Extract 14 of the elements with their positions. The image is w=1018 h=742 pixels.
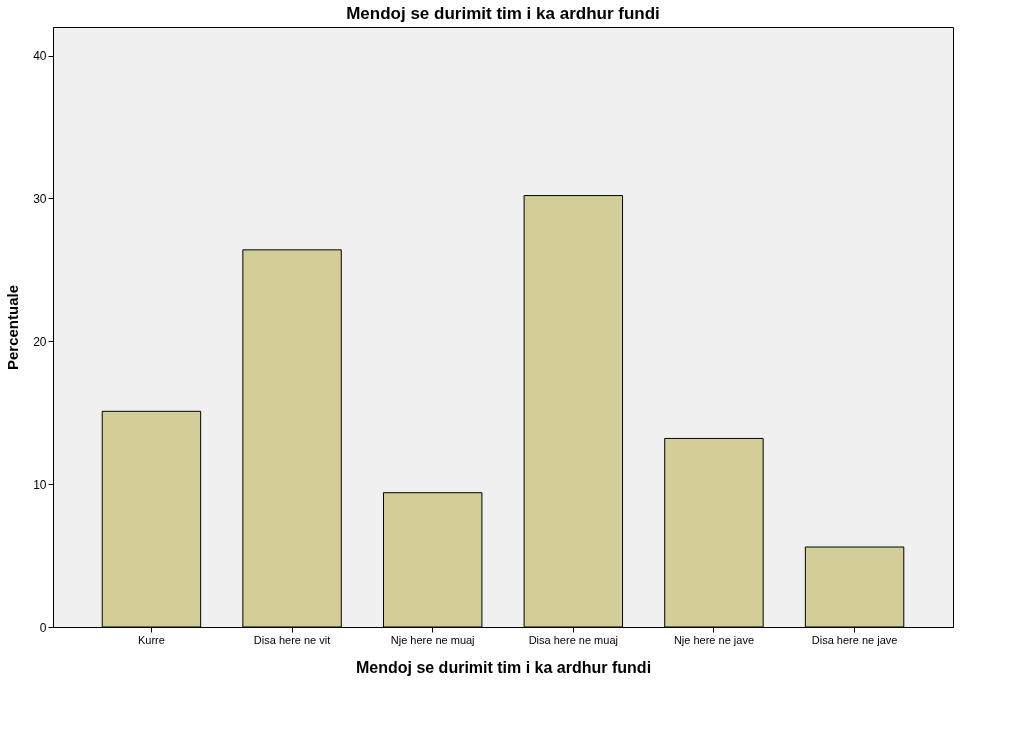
y-axis-title: Percentuale	[4, 284, 22, 371]
y-tick-label: 40	[33, 49, 47, 64]
y-tick-label: 0	[39, 620, 47, 635]
x-tick-label: Disa here ne jave	[811, 633, 898, 646]
y-tick-label: 30	[33, 191, 47, 206]
x-tick-label: Nje here ne muaj	[390, 633, 475, 646]
x-tick-label: Nje here ne jave	[673, 633, 754, 646]
x-tick-label: Kurre	[137, 633, 165, 646]
chart-title: Mendoj se durimit tim i ka ardhur fundi	[346, 4, 660, 23]
y-tick-label: 20	[33, 334, 47, 349]
x-tick-label: Disa here ne muaj	[528, 633, 618, 646]
x-tick-label: Disa here ne vit	[253, 633, 331, 646]
y-tick-label: 10	[33, 477, 47, 492]
x-axis-title: Mendoj se durimit tim i ka ardhur fundi	[355, 658, 652, 676]
